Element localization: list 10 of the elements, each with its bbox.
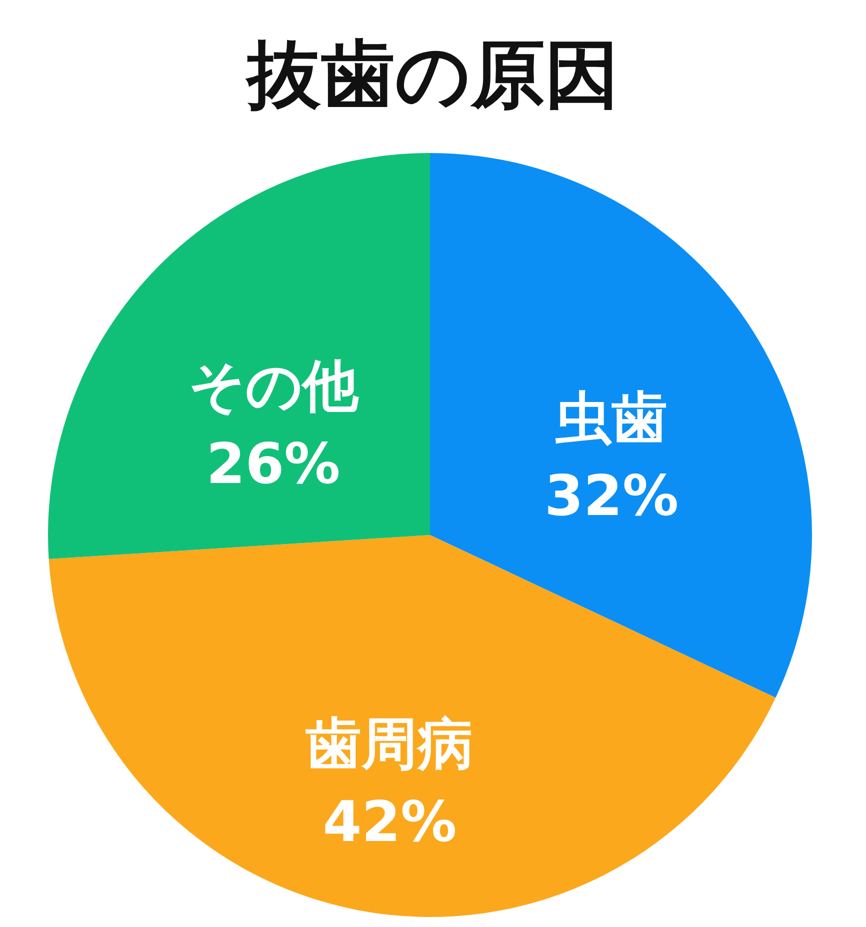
slice-label: 虫歯	[554, 386, 668, 451]
data-label: 32%	[544, 464, 679, 529]
slice-label: その他	[188, 354, 360, 419]
slice-label: 歯周病	[306, 712, 474, 778]
chart-title: 抜歯の原因	[245, 32, 619, 118]
data-label: 42%	[322, 790, 457, 856]
data-label: 26%	[206, 432, 340, 497]
pie-slice	[430, 153, 812, 698]
pie-slice	[48, 153, 430, 559]
pie-slice	[48, 535, 776, 917]
